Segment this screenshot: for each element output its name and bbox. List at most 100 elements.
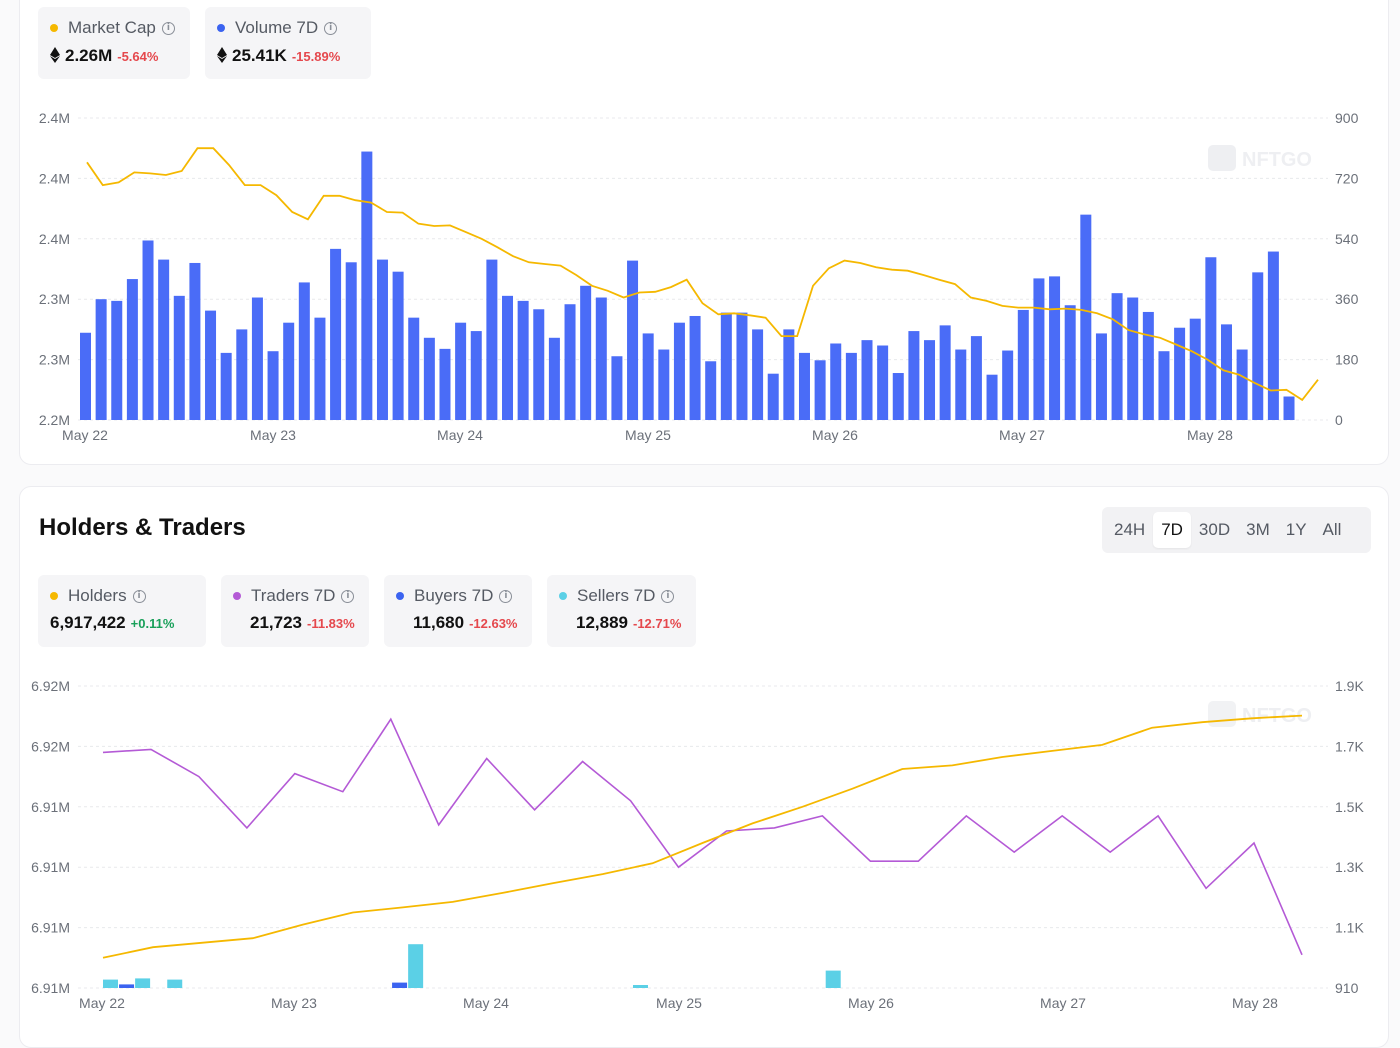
volume-bar[interactable]: [1174, 327, 1186, 420]
volume-bar[interactable]: [502, 295, 514, 420]
volume-bar[interactable]: [345, 262, 357, 420]
range-tab-3m[interactable]: 3M: [1246, 520, 1270, 539]
volume-bar[interactable]: [548, 337, 560, 420]
volume-bar[interactable]: [1080, 214, 1092, 420]
volume-bar[interactable]: [658, 349, 670, 420]
volume-bar[interactable]: [830, 343, 842, 420]
metric-sellers-7d: Sellers 7D i 12,889 -12.71%: [547, 575, 696, 647]
volume-bar[interactable]: [1267, 251, 1279, 420]
volume-bar[interactable]: [924, 340, 936, 420]
buyers-bar[interactable]: [392, 982, 408, 988]
volume-bar[interactable]: [1064, 305, 1076, 420]
volume-bar[interactable]: [1236, 349, 1248, 420]
volume-bar[interactable]: [1142, 311, 1154, 420]
volume-bar[interactable]: [251, 297, 263, 420]
volume-bar[interactable]: [80, 332, 91, 420]
range-tab-7d[interactable]: 7D: [1153, 512, 1191, 548]
sellers-bar[interactable]: [103, 979, 118, 988]
volume-bar[interactable]: [1252, 272, 1264, 420]
volume-bar[interactable]: [1095, 333, 1107, 420]
volume-bar[interactable]: [798, 352, 810, 420]
sellers-bar[interactable]: [632, 985, 648, 988]
volume-bar[interactable]: [1283, 396, 1295, 420]
volume-bar[interactable]: [611, 356, 623, 420]
volume-bar[interactable]: [892, 373, 904, 420]
volume-bar[interactable]: [361, 151, 373, 421]
volume-bar[interactable]: [564, 304, 576, 420]
volume-bar[interactable]: [689, 315, 701, 420]
volume-bar[interactable]: [1017, 309, 1029, 420]
volume-bar[interactable]: [595, 297, 607, 420]
volume-bar[interactable]: [580, 285, 592, 420]
volume-bar[interactable]: [486, 259, 498, 420]
volume-bar[interactable]: [1189, 318, 1201, 420]
info-icon[interactable]: i: [661, 589, 675, 603]
metric-change: -12.63%: [469, 616, 518, 631]
volume-bar[interactable]: [642, 333, 654, 420]
range-tab-30d[interactable]: 30D: [1198, 520, 1231, 539]
volume-bar[interactable]: [111, 300, 123, 420]
volume-bar[interactable]: [283, 322, 295, 420]
info-icon[interactable]: i: [499, 589, 513, 603]
info-icon[interactable]: i: [324, 21, 338, 35]
volume-bar[interactable]: [173, 295, 185, 420]
volume-bar[interactable]: [330, 248, 342, 420]
volume-bar[interactable]: [205, 310, 217, 420]
volume-bar[interactable]: [861, 340, 873, 420]
volume-bar[interactable]: [673, 322, 685, 420]
volume-bar[interactable]: [1158, 351, 1170, 420]
range-tab-24h[interactable]: 24H: [1114, 520, 1146, 539]
volume-bar[interactable]: [720, 312, 732, 420]
sellers-bar[interactable]: [167, 979, 183, 988]
volume-bar[interactable]: [439, 348, 451, 420]
volume-bar[interactable]: [236, 329, 248, 420]
volume-bar[interactable]: [517, 300, 529, 420]
volume-bar[interactable]: [877, 345, 889, 420]
volume-bar[interactable]: [752, 329, 764, 420]
volume-bar[interactable]: [220, 352, 232, 420]
volume-bar[interactable]: [1111, 293, 1123, 420]
range-tab-all[interactable]: All: [1322, 520, 1342, 539]
volume-bar[interactable]: [455, 322, 467, 420]
volume-bar[interactable]: [1220, 324, 1232, 420]
volume-bar[interactable]: [845, 352, 857, 420]
volume-bar[interactable]: [767, 373, 779, 420]
sellers-bar[interactable]: [135, 978, 151, 988]
volume-bar[interactable]: [533, 309, 545, 420]
volume-bar[interactable]: [376, 259, 388, 420]
volume-bar[interactable]: [314, 317, 326, 420]
volume-bar[interactable]: [908, 331, 920, 420]
info-icon[interactable]: i: [132, 589, 146, 603]
sellers-bar[interactable]: [408, 944, 424, 988]
volume-bar[interactable]: [986, 374, 998, 420]
info-icon[interactable]: i: [341, 589, 355, 603]
range-tab-1y[interactable]: 1Y: [1285, 520, 1307, 539]
volume-bar[interactable]: [970, 336, 982, 420]
volume-bar[interactable]: [158, 259, 170, 420]
volume-bar[interactable]: [423, 337, 435, 420]
volume-bar[interactable]: [267, 351, 279, 420]
sellers-bar[interactable]: [825, 970, 841, 988]
volume-bar[interactable]: [1205, 257, 1217, 420]
volume-bar[interactable]: [627, 260, 639, 420]
volume-bar[interactable]: [955, 349, 967, 420]
volume-bar[interactable]: [1127, 297, 1139, 420]
volume-bar[interactable]: [814, 360, 826, 420]
volume-bar[interactable]: [705, 361, 717, 420]
volume-bar[interactable]: [1002, 350, 1014, 420]
volume-bar[interactable]: [939, 325, 951, 420]
volume-bar[interactable]: [1049, 276, 1061, 420]
info-icon[interactable]: i: [161, 21, 175, 35]
volume-bar[interactable]: [126, 279, 138, 420]
buyers-bar[interactable]: [119, 984, 135, 988]
volume-bar[interactable]: [142, 240, 154, 420]
volume-bar[interactable]: [95, 299, 107, 420]
volume-bar[interactable]: [392, 271, 404, 420]
volume-bar[interactable]: [1033, 278, 1045, 420]
volume-bar[interactable]: [189, 262, 201, 420]
volume-bar[interactable]: [298, 282, 310, 420]
volume-bar[interactable]: [470, 331, 482, 420]
volume-bar[interactable]: [783, 329, 795, 420]
volume-bar[interactable]: [736, 312, 748, 420]
volume-bar[interactable]: [408, 317, 420, 420]
